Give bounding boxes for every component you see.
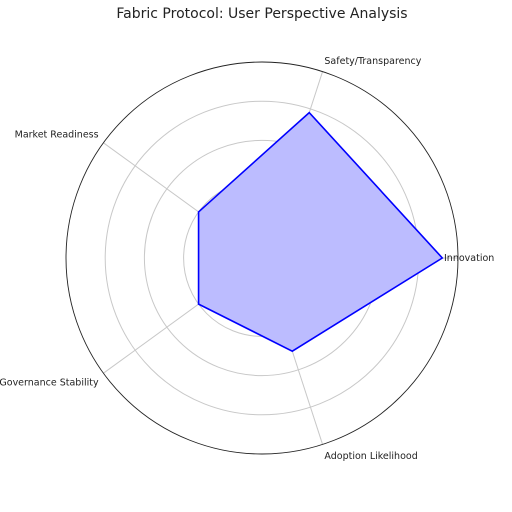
axis-labels: Innovation Safety/Transparency Market Read… <box>0 56 494 462</box>
series-area-1 <box>197 111 444 353</box>
radar-series <box>197 111 444 353</box>
chart-title: Fabric Protocol: User Perspective Analys… <box>116 6 407 22</box>
axis-label-4: Governance Stability <box>0 378 99 389</box>
axis-label-2: Safety/Transparency <box>324 56 421 67</box>
axis-label-5: Adoption Likelihood <box>324 451 417 462</box>
outer-ring <box>65 61 459 455</box>
axis-label-1: Innovation <box>444 253 494 264</box>
axis-label-3: Market Readiness <box>15 129 99 140</box>
